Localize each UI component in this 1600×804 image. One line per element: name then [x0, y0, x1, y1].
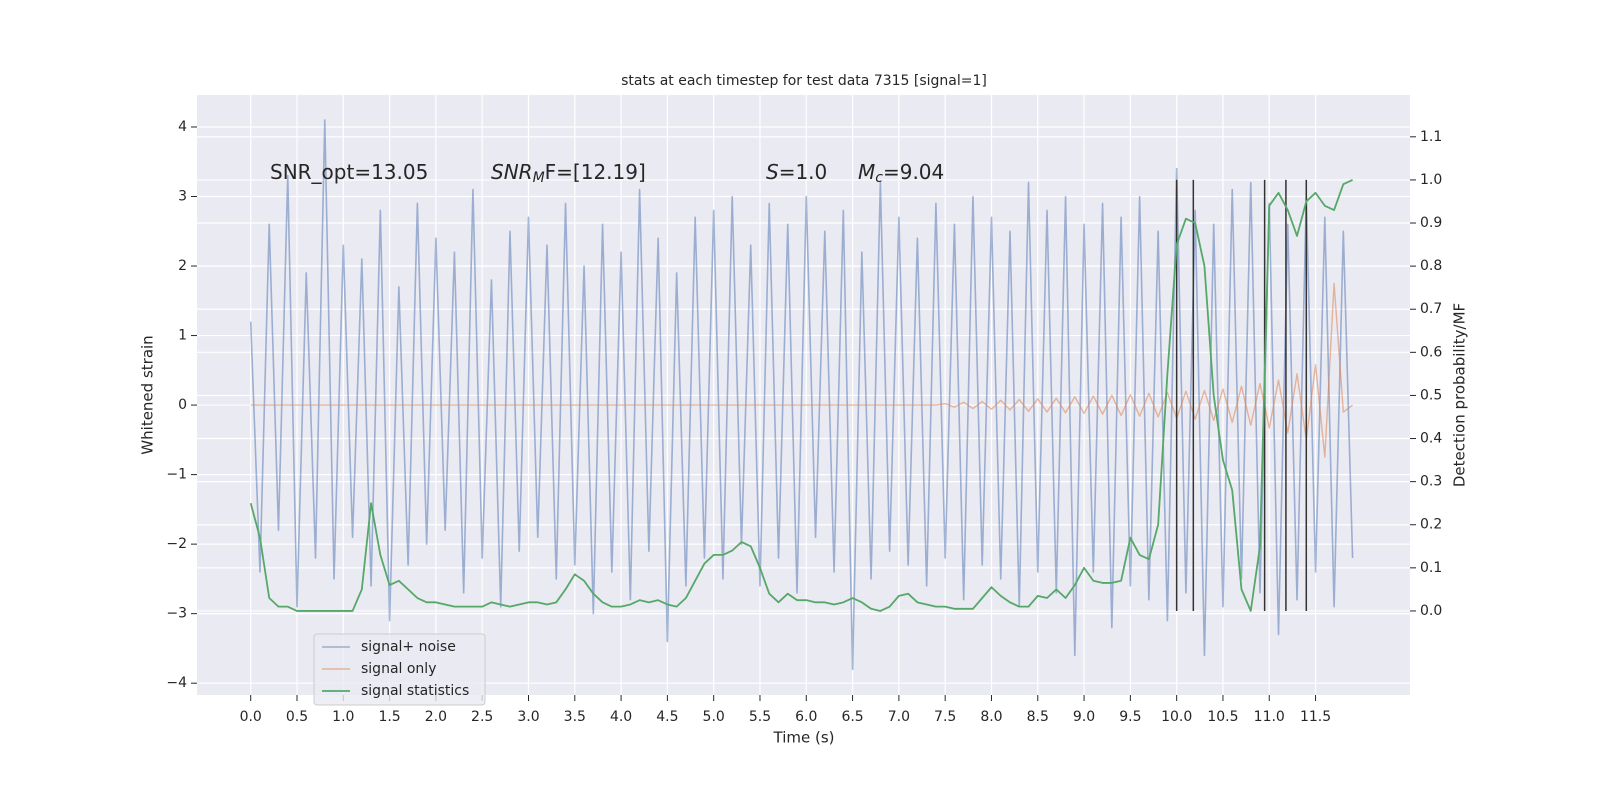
annotation-part: =1.0	[779, 160, 828, 184]
y2-tick-label: 0.2	[1420, 517, 1442, 533]
x-tick-label: 10.0	[1161, 709, 1192, 725]
y2-tick-label: 0.9	[1420, 215, 1442, 231]
y-axis-label: Whitened strain	[139, 335, 157, 454]
annotation-part: SNR	[491, 160, 533, 184]
legend-frame	[313, 633, 486, 706]
y-tick-label: −3	[166, 606, 187, 622]
x-tick-label: 11.5	[1300, 709, 1331, 725]
x-tick-label: 2.0	[425, 709, 447, 725]
x-tick-label: 3.5	[564, 709, 586, 725]
x-tick-label: 9.0	[1073, 709, 1095, 725]
legend-label: signal statistics	[361, 683, 469, 699]
x-tick-label: 8.5	[1027, 709, 1049, 725]
y-tick-label: −2	[166, 536, 187, 552]
x-tick-label: 1.0	[332, 709, 354, 725]
y2-tick-label: 0.6	[1420, 344, 1442, 360]
annotation-part: F=[12.19]	[545, 160, 646, 184]
y-tick-label: 3	[178, 189, 187, 205]
annotation: Mc=9.04	[858, 160, 944, 187]
x-tick-label: 6.5	[841, 709, 863, 725]
labels: 0.0 0.5 1.0 1.5 2.0 2.5 3.0 3.5 4.0 4.5 5.0 5.5 6.0 6…	[166, 119, 1442, 725]
annotation: SNR_opt=13.05	[270, 160, 428, 184]
annotation-part: M	[533, 170, 545, 186]
marks	[249, 119, 1354, 671]
y2-tick-label: 1.1	[1420, 129, 1442, 145]
x-tick-label: 5.5	[749, 709, 771, 725]
y2-tick-label: 0.7	[1420, 301, 1442, 317]
y2-tick-label: 0.3	[1420, 474, 1442, 490]
annotation: S=1.0	[766, 160, 827, 184]
x-tick-label: 11.0	[1254, 709, 1285, 725]
x-tick-label: 4.0	[610, 709, 632, 725]
x-tick-label: 9.5	[1119, 709, 1141, 725]
y-tick-label: 1	[178, 328, 187, 344]
x-tick-label: 3.0	[517, 709, 539, 725]
y2-tick-label: 0.4	[1420, 431, 1442, 447]
x-tick-label: 5.0	[703, 709, 725, 725]
y2-axis-label: Detection probability/MF	[1451, 303, 1469, 487]
y2-tick-label: 0.0	[1420, 603, 1442, 619]
series-line	[250, 282, 1354, 458]
x-tick-label: 6.0	[795, 709, 817, 725]
x-tick-label: 1.5	[378, 709, 400, 725]
x-tick-label: 10.5	[1207, 709, 1238, 725]
annotation-part: S	[766, 160, 779, 184]
x-tick-label: 7.0	[888, 709, 910, 725]
annotation-part: c	[875, 170, 883, 186]
annotation: SNRMF=[12.19]	[491, 160, 646, 187]
y-tick-label: 2	[178, 258, 187, 274]
x-tick-label: 0.5	[286, 709, 308, 725]
y-tick-label: −1	[166, 467, 187, 483]
y-tick-label: −4	[166, 675, 187, 691]
annotation-part: M	[858, 160, 875, 184]
x-tick-label: 7.5	[934, 709, 956, 725]
chart-title: stats at each timestep for test data 731…	[621, 73, 987, 89]
x-tick-label: 2.5	[471, 709, 493, 725]
x-tick-label: 0.0	[240, 709, 262, 725]
y2-tick-label: 0.1	[1420, 560, 1442, 576]
annotation-part: =9.04	[883, 160, 944, 184]
y2-tick-label: 1.0	[1420, 172, 1442, 188]
x-tick-label: 4.5	[656, 709, 678, 725]
series-line	[249, 119, 1354, 671]
y-tick-label: 4	[178, 119, 187, 135]
legend-label: signal+ noise	[361, 639, 456, 655]
y2-tick-label: 0.5	[1420, 387, 1442, 403]
annotation-part: SNR_opt=13.05	[270, 160, 428, 184]
legend: signal+ noise signal only signal statistic…	[313, 633, 486, 706]
y2-tick-label: 0.8	[1420, 258, 1442, 274]
x-axis-label: Time (s)	[773, 729, 835, 747]
legend-label: signal only	[361, 661, 436, 677]
series-line	[249, 179, 1353, 612]
x-tick-label: 8.0	[980, 709, 1002, 725]
y-tick-label: 0	[178, 397, 187, 413]
